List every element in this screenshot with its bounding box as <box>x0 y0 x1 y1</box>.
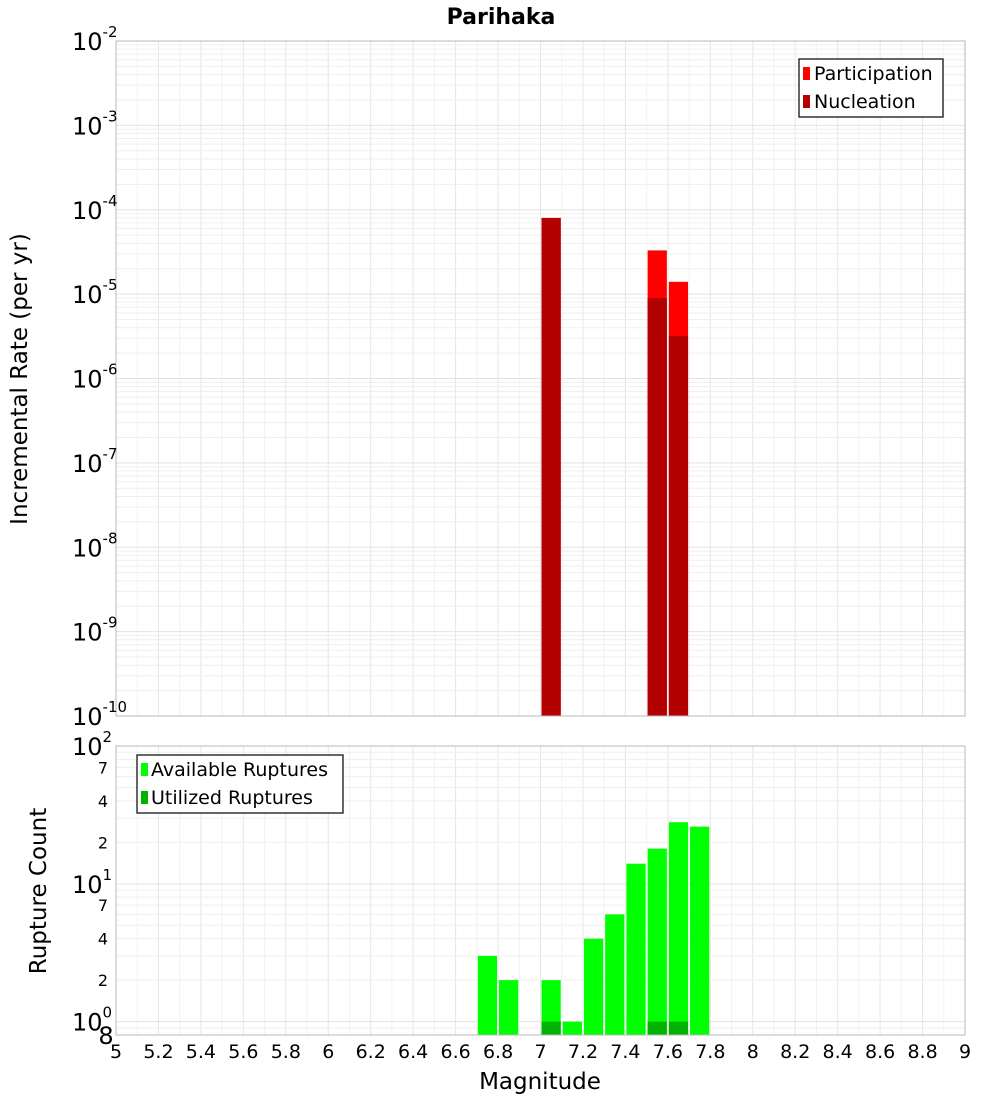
x-tick-label: 8.8 <box>907 1041 937 1063</box>
x-tick-label: 5.8 <box>271 1041 301 1063</box>
y-minor-tick-label: 2 <box>98 971 108 990</box>
x-tick-label: 7 <box>534 1041 546 1063</box>
legend-swatch-nucleation <box>803 95 810 108</box>
x-tick-label: 6.4 <box>398 1041 428 1063</box>
rate-bar-b <box>668 335 689 716</box>
legend-label-utilized: Utilized Ruptures <box>151 787 313 809</box>
y-tick-label: 10-7 <box>72 445 118 478</box>
bottom-y-ticks: 100 101 102 8 2 4 7 2 4 7 <box>72 728 114 1050</box>
y-minor-tick-label: 7 <box>98 758 108 777</box>
count-bar-a <box>647 848 667 1035</box>
y-tick-label: 10-4 <box>72 192 118 225</box>
x-tick-label: 7.2 <box>568 1041 598 1063</box>
top-bars <box>541 217 689 717</box>
x-tick-label: 8.6 <box>865 1041 895 1063</box>
x-tick-label: 6.6 <box>440 1041 470 1063</box>
y-minor-tick-label: 4 <box>98 930 108 949</box>
top-y-axis-title: Incremental Rate (per yr) <box>7 233 33 525</box>
y-tick-label: 10-6 <box>72 361 118 394</box>
count-bar-a <box>668 822 689 1035</box>
y-tick-label: 10-3 <box>72 107 118 140</box>
x-tick-label: 8.4 <box>823 1041 853 1063</box>
top-legend: Participation Nucleation <box>798 58 944 118</box>
x-tick-label: 5.2 <box>143 1041 173 1063</box>
y-tick-label: 10-8 <box>72 529 118 562</box>
count-bar-a <box>605 914 625 1035</box>
y-tick-label: 10-10 <box>72 698 127 731</box>
y-minor-tick-label: 2 <box>98 833 108 852</box>
count-bar-b <box>647 1021 667 1035</box>
rate-bar-b <box>541 217 561 716</box>
legend-swatch-participation <box>803 67 810 80</box>
y-tick-label: 10-5 <box>72 276 118 309</box>
bottom-legend: Available Ruptures Utilized Ruptures <box>136 754 344 814</box>
legend-swatch-utilized <box>141 791 148 804</box>
y-tick-label: 101 <box>72 866 112 899</box>
count-bar-a <box>499 980 519 1035</box>
legend-label-participation: Participation <box>814 63 933 85</box>
x-tick-label: 8.2 <box>780 1041 810 1063</box>
x-tick-label: 7.6 <box>653 1041 683 1063</box>
bottom-plot-frame <box>115 745 966 1036</box>
count-bar-a <box>541 980 561 1035</box>
count-bar-a <box>690 826 710 1035</box>
count-bar-b <box>541 1021 561 1035</box>
count-bar-a <box>583 938 604 1035</box>
x-axis-title: Magnitude <box>479 1069 601 1095</box>
count-bar-a <box>477 955 498 1035</box>
x-tick-label: 5.6 <box>228 1041 258 1063</box>
legend-swatch-available <box>141 763 148 776</box>
top-plot-frame <box>115 40 966 717</box>
x-tick-label: 7.4 <box>610 1041 640 1063</box>
y-minor-tick-label: 4 <box>98 792 108 811</box>
bottom-legend-box <box>136 754 344 814</box>
y-tick-label: 10-2 <box>72 23 118 56</box>
bottom-bars <box>477 822 710 1035</box>
y-tick-label: 100 <box>72 1004 112 1037</box>
y-tick-label: 10-9 <box>72 614 118 647</box>
x-tick-label: 6.8 <box>483 1041 513 1063</box>
bottom-x-ticks: 5 5.2 5.4 5.6 5.8 6 6.2 6.4 6.6 6.8 7 7.2 7.4 7.6 7.8 8… <box>110 1041 971 1063</box>
count-bar-b <box>668 1021 689 1035</box>
top-grid <box>115 40 966 717</box>
y-minor-tick-label: 7 <box>98 896 108 915</box>
y-tick-label: 102 <box>72 728 112 761</box>
top-y-ticks: 10-10 10-9 10-8 10-7 10-6 10-5 10-4 10-3 10-2 <box>72 23 127 731</box>
count-bar-a <box>626 863 646 1035</box>
x-tick-label: 5 <box>110 1041 122 1063</box>
x-tick-label: 6 <box>322 1041 334 1063</box>
legend-label-nucleation: Nucleation <box>814 91 916 113</box>
x-tick-label: 6.2 <box>356 1041 386 1063</box>
x-tick-label: 9 <box>959 1041 971 1063</box>
top-legend-box <box>798 58 944 118</box>
y-minor-tick-label: 8 <box>98 1022 113 1050</box>
x-tick-label: 5.4 <box>186 1041 216 1063</box>
legend-label-available: Available Ruptures <box>151 759 328 781</box>
bottom-y-axis-title: Rupture Count <box>26 808 52 974</box>
x-tick-label: 7.8 <box>695 1041 725 1063</box>
x-tick-label: 8 <box>747 1041 759 1063</box>
rate-bar-b <box>647 297 667 716</box>
chart-title: Parihaka <box>447 5 556 30</box>
count-bar-a <box>562 1021 582 1035</box>
